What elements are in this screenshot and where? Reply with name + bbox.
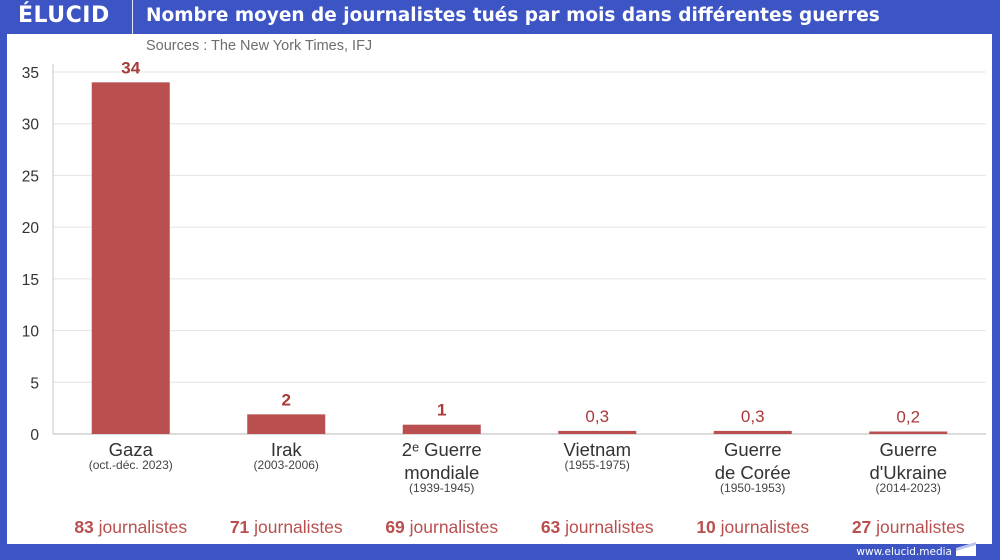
y-tick-label: 10	[22, 324, 40, 341]
x-category-label: d'Ukraine	[869, 462, 947, 483]
bar	[91, 82, 170, 434]
elucid-logo: ÉLUCID	[18, 3, 110, 28]
total-journalists-number: 71	[230, 517, 250, 537]
x-category-label: de Corée	[715, 462, 791, 483]
y-tick-label: 15	[22, 272, 39, 289]
chart-title: Nombre moyen de journalistes tués par mo…	[146, 5, 880, 26]
axis-layer: 0 5 10 15 20 25 30 35	[22, 64, 986, 444]
chart-panel	[7, 34, 992, 544]
bar-value-label: 34	[121, 58, 140, 77]
bar-value-label: 2	[282, 390, 291, 409]
total-journalists-number: 83	[74, 517, 94, 537]
y-tick-label: 30	[22, 117, 40, 134]
y-tick-label: 5	[30, 375, 39, 392]
total-journalists-number: 27	[852, 517, 871, 537]
x-period-label: (oct.-déc. 2023)	[89, 458, 173, 472]
total-journalists-number: 69	[385, 517, 405, 537]
x-period-label: (1955-1975)	[565, 458, 630, 472]
total-journalists-unit: journalistes	[249, 517, 343, 537]
y-tick-label: 25	[22, 168, 39, 185]
elucid-mark-icon	[956, 542, 976, 556]
x-category-label: 2ᵉ Guerre	[402, 439, 482, 460]
footer-url[interactable]: www.elucid.media	[856, 546, 952, 558]
x-period-label: (1939-1945)	[409, 481, 474, 495]
bar	[558, 430, 637, 434]
bar-layer	[91, 82, 948, 434]
bar	[247, 414, 326, 434]
header-bar: ÉLUCID Nombre moyen de journalistes tués…	[0, 0, 1000, 34]
total-journalists-label: 71 journalistes	[230, 517, 343, 537]
bar	[869, 431, 948, 434]
total-journalists-unit: journalistes	[94, 517, 188, 537]
x-category-label: Guerre	[724, 439, 782, 460]
y-tick-label: 35	[22, 65, 39, 82]
x-period-label: (2003-2006)	[254, 458, 319, 472]
total-journalists-label: 10 journalistes	[696, 517, 809, 537]
x-category-label: Gaza	[109, 439, 154, 460]
total-journalists-label: 63 journalistes	[541, 517, 654, 537]
x-category-label: Vietnam	[563, 439, 631, 460]
bar-value-label: 0,2	[896, 408, 920, 427]
y-tick-label: 20	[22, 220, 40, 237]
total-journalists-unit: journalistes	[871, 517, 965, 537]
x-category-label: Guerre	[879, 439, 937, 460]
label-layer: 34 Gaza(oct.-déc. 2023) 83 journalistes 2 Ir…	[74, 58, 965, 537]
bar	[402, 424, 481, 434]
total-journalists-unit: journalistes	[716, 517, 810, 537]
bar-value-label: 0,3	[741, 407, 765, 426]
grid-layer	[53, 71, 986, 383]
total-journalists-label: 27 journalistes	[852, 517, 965, 537]
bar-value-label: 1	[437, 401, 446, 420]
y-tick-label: 0	[30, 427, 39, 444]
chart-source: Sources : The New York Times, IFJ	[146, 38, 373, 54]
total-journalists-number: 10	[696, 517, 716, 537]
bar-value-label: 0,3	[585, 407, 609, 426]
total-journalists-unit: journalistes	[405, 517, 499, 537]
x-category-label: Irak	[271, 439, 303, 460]
total-journalists-label: 83 journalistes	[74, 517, 187, 537]
x-period-label: (1950-1953)	[720, 481, 785, 495]
total-journalists-unit: journalistes	[560, 517, 654, 537]
bar	[713, 430, 792, 434]
x-category-label: mondiale	[404, 462, 479, 483]
total-journalists-label: 69 journalistes	[385, 517, 498, 537]
header-divider	[132, 0, 133, 34]
x-period-label: (2014-2023)	[876, 481, 941, 495]
total-journalists-number: 63	[541, 517, 561, 537]
